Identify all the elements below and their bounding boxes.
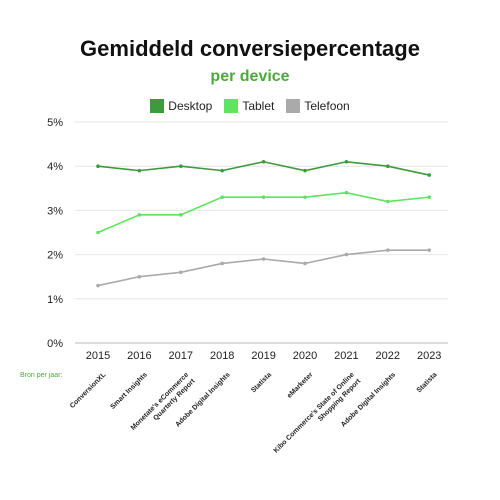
data-point bbox=[386, 164, 390, 168]
data-point bbox=[344, 190, 349, 195]
source-label-line: ConversionXL bbox=[69, 371, 108, 410]
x-tick-label: 2015 bbox=[86, 350, 110, 362]
data-point bbox=[303, 195, 307, 199]
data-point bbox=[137, 274, 142, 279]
source-label: Bron per jaar: bbox=[20, 372, 63, 379]
y-tick-label: 2% bbox=[47, 250, 63, 262]
y-tick-label: 1% bbox=[47, 294, 63, 306]
y-tick-label: 5% bbox=[47, 117, 63, 129]
source-label-line: Kibo Commerce's State of Online bbox=[273, 371, 356, 454]
data-point bbox=[261, 195, 266, 199]
source-label-item: Smart Insights bbox=[109, 371, 148, 410]
data-point bbox=[427, 248, 432, 252]
legend-label-tablet: Tablet bbox=[242, 99, 275, 113]
legend-item-desktop: Desktop bbox=[150, 99, 212, 113]
legend-item-tablet: Tablet bbox=[224, 99, 274, 113]
source-label-item: eMarketer bbox=[286, 371, 315, 400]
x-tick-label: 2021 bbox=[334, 350, 358, 362]
source-label-item: Statista bbox=[416, 371, 439, 394]
x-tick-label: 2019 bbox=[251, 350, 275, 362]
data-point bbox=[427, 173, 432, 177]
y-tick-label: 0% bbox=[47, 338, 63, 350]
legend: Desktop Tablet Telefoon bbox=[0, 99, 500, 113]
data-point bbox=[261, 257, 266, 261]
data-point bbox=[220, 168, 224, 173]
data-point bbox=[303, 261, 307, 266]
data-point bbox=[137, 168, 142, 173]
data-point bbox=[137, 213, 142, 217]
data-point bbox=[386, 199, 390, 204]
legend-swatch-tablet bbox=[224, 99, 239, 113]
x-tick-label: 2017 bbox=[169, 350, 193, 362]
data-point bbox=[427, 195, 432, 199]
y-tick-label: 3% bbox=[47, 205, 63, 217]
data-point bbox=[96, 230, 100, 235]
data-point bbox=[179, 270, 183, 275]
data-point bbox=[220, 261, 224, 266]
x-tick-label: 2022 bbox=[376, 350, 400, 362]
data-point bbox=[96, 164, 100, 168]
chart-title: Gemiddeld conversiepercentage bbox=[80, 36, 420, 61]
source-label-item: ConversionXL bbox=[69, 371, 108, 410]
data-point bbox=[96, 283, 100, 288]
data-point bbox=[179, 213, 183, 217]
legend-label-desktop: Desktop bbox=[168, 99, 213, 113]
data-point bbox=[386, 248, 390, 252]
chart-subtitle: per device bbox=[210, 68, 290, 85]
data-point bbox=[344, 159, 349, 164]
x-tick-label: 2018 bbox=[210, 350, 234, 362]
series-line-telefoon bbox=[97, 249, 430, 287]
x-tick-label: 2023 bbox=[417, 350, 441, 362]
legend-swatch-telefoon bbox=[286, 99, 301, 113]
data-point bbox=[179, 164, 183, 168]
source-label-line: eMarketer bbox=[286, 371, 315, 400]
x-tick-label: 2016 bbox=[127, 350, 151, 362]
legend-label-telefoon: Telefoon bbox=[304, 99, 350, 113]
y-tick-label: 4% bbox=[47, 161, 63, 173]
data-point bbox=[303, 168, 307, 173]
source-label-line: Statista bbox=[416, 371, 439, 394]
legend-item-telefoon: Telefoon bbox=[286, 99, 350, 113]
x-tick-label: 2020 bbox=[293, 350, 317, 362]
source-label-line: Statista bbox=[250, 371, 273, 394]
legend-swatch-desktop bbox=[150, 99, 165, 113]
source-label-item: Statista bbox=[250, 371, 273, 394]
series-line-desktop bbox=[97, 160, 430, 176]
data-point bbox=[344, 252, 349, 257]
source-label-line: Smart Insights bbox=[109, 371, 148, 410]
data-point bbox=[261, 159, 266, 164]
data-point bbox=[220, 195, 224, 199]
